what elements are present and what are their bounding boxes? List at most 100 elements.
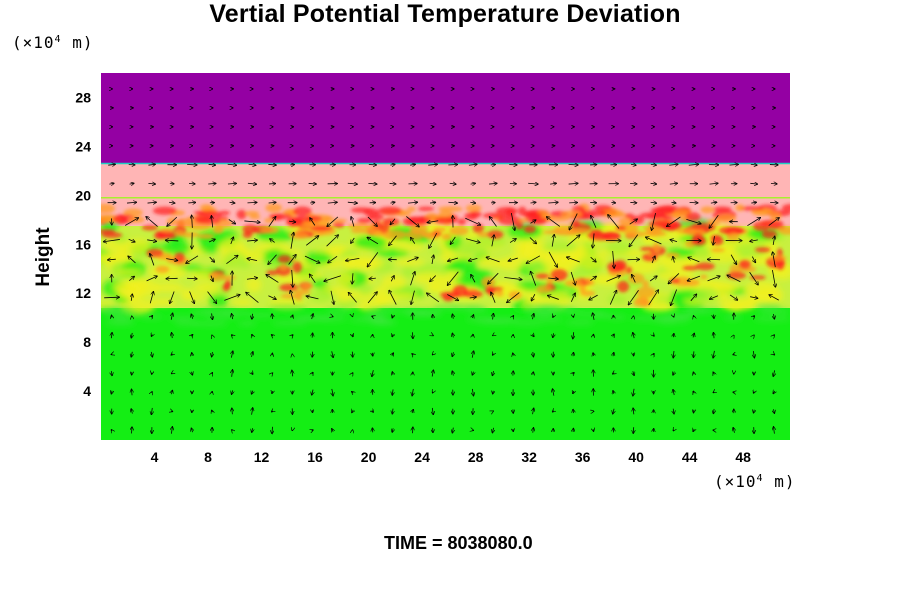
vector-arrow [566,235,580,247]
texture-blob [101,203,116,214]
texture-blob [478,259,511,267]
texture-blob [560,210,583,219]
vector-arrow [312,314,313,320]
vector-arrow [327,216,339,227]
texture-blob [759,308,790,315]
texture-blob [378,206,402,215]
vector-arrow [367,252,379,266]
warm-texture [101,203,790,307]
vector-arrow [713,350,714,358]
vector-arrow [312,389,313,395]
vector-arrow [465,238,480,243]
vector-arrow [590,256,596,262]
vector-arrow [673,257,674,263]
vector-arrow [392,353,393,356]
y-axis-unit: (×104 m) [12,33,93,52]
vector-arrow [729,294,738,300]
vector-arrow [212,313,213,319]
texture-blob [272,319,308,326]
vector-arrow [429,232,438,248]
layer-band [101,307,790,440]
texture-blob [628,273,645,284]
vector-arrow [593,233,594,247]
vector-arrow [553,411,554,412]
vector-arrow [532,314,533,320]
vector-arrow [224,295,239,301]
vector-arrow [751,202,756,203]
vector-arrow [606,276,621,282]
vector-arrow [650,183,657,184]
vector-arrow [452,333,453,338]
vector-arrow [465,217,480,225]
texture-blob [449,226,469,236]
vector-arrow [673,408,674,414]
vector-arrow [533,428,534,433]
texture-blob [222,275,236,280]
texture-blob [199,240,221,254]
texture-blob [153,283,184,293]
vector-arrow [649,276,657,282]
texture-blob [769,211,781,221]
texture-blob [685,212,701,222]
vector-arrow [652,212,656,230]
vector-arrow [653,354,654,355]
vector-arrow [411,290,415,305]
vector-arrow [410,164,415,165]
vector-arrow [492,371,493,375]
vector-arrow [673,430,674,431]
y-tick-label: 16 [75,236,91,252]
vector-arrow [707,276,720,282]
texture-blob [465,204,482,213]
vector-arrow [733,354,734,355]
vector-arrow [392,334,393,336]
vector-arrow [268,295,276,300]
vector-arrow [448,202,457,203]
vector-arrow [693,372,694,374]
texture-blob [422,232,435,237]
texture-blob [242,224,258,234]
vector-arrow [754,410,755,413]
vector-arrow [688,257,700,263]
texture-blob [249,215,261,220]
vector-arrow [668,273,680,283]
x-tick-label: 24 [414,449,430,465]
vector-arrow [530,202,535,203]
vector-arrow [332,351,333,357]
vector-arrow [750,297,758,299]
vector-arrow [351,217,355,227]
vector-arrow [108,164,115,165]
vector-arrow [389,235,397,246]
vector-arrow [568,183,578,184]
vector-arrow [709,214,719,228]
vector-arrow [170,291,175,304]
vector-arrow [568,164,578,165]
texture-blob [613,260,627,272]
texture-blob [295,292,303,301]
vector-arrow [709,183,718,184]
vector-arrow [212,410,213,412]
vector-arrow [369,278,376,279]
vector-arrow [509,239,516,243]
vector-arrow [650,202,657,203]
vector-arrow [613,391,614,394]
x-tick-label: 16 [307,449,323,465]
texture-blob [723,314,743,321]
texture-blob [381,229,408,240]
texture-blob [517,206,527,216]
vector-arrow [312,372,313,374]
vector-arrow [272,411,273,412]
vector-arrow [613,353,614,357]
texture-blob [242,231,253,239]
vector-arrow [773,370,774,376]
vector-arrow [513,316,514,317]
vector-arrow [292,370,293,377]
texture-blob [231,298,255,306]
vector-arrow [533,352,534,357]
y-tick-label: 28 [75,89,91,105]
vector-arrow [128,256,136,264]
vector-arrow [769,295,779,301]
vector-arrow [146,217,158,227]
texture-blob [174,252,185,263]
texture-blob [309,290,333,303]
texture-blob [199,204,213,212]
